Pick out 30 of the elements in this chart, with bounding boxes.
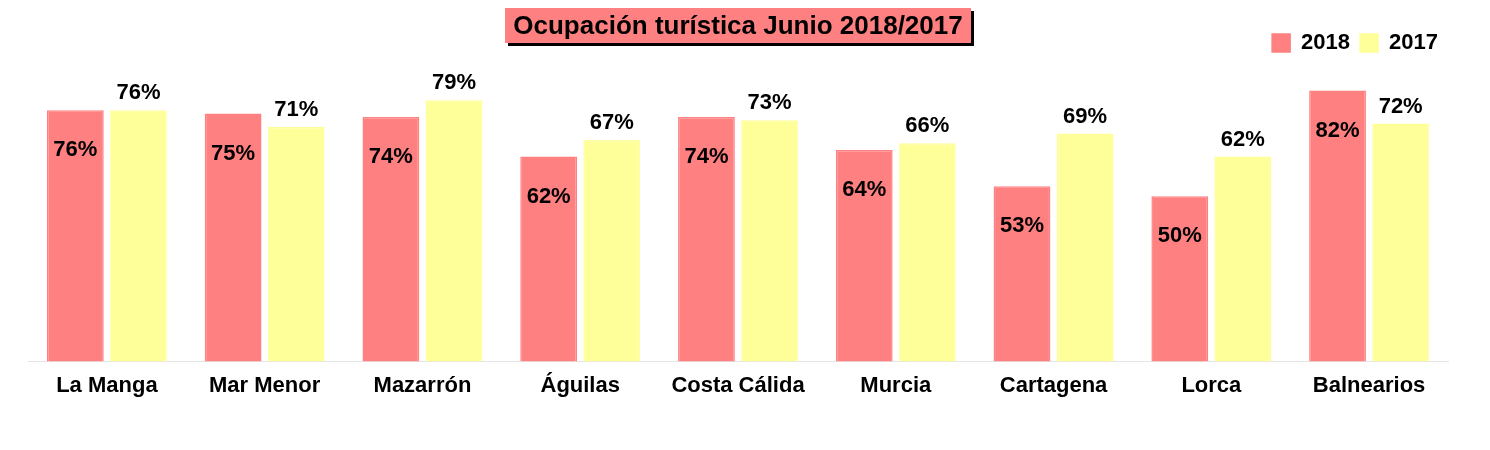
data-label: 66% xyxy=(905,112,950,138)
data-label: 82% xyxy=(1315,116,1360,142)
data-label: 72% xyxy=(1378,92,1423,118)
data-label: 62% xyxy=(1220,125,1265,151)
data-label: 74% xyxy=(368,142,413,168)
legend-label: 2018 xyxy=(1301,29,1351,55)
data-label: 62% xyxy=(526,182,571,208)
x-tick-label: Cartagena xyxy=(999,371,1109,397)
x-tick-label: Águilas xyxy=(540,371,620,397)
data-label: 71% xyxy=(274,95,319,121)
data-label: 50% xyxy=(1157,222,1202,248)
data-label: 67% xyxy=(589,109,634,135)
data-label: 74% xyxy=(684,142,729,168)
data-label: 76% xyxy=(116,79,161,105)
data-label: 75% xyxy=(211,139,256,165)
data-label: 79% xyxy=(431,69,477,95)
x-tick-label: Lorca xyxy=(1181,371,1243,397)
legend-label: 2017 xyxy=(1389,29,1439,55)
x-tick-label: Mazarrón xyxy=(373,371,472,397)
x-tick-label: La Manga xyxy=(56,371,159,397)
x-tick-label: Costa Cálida xyxy=(671,371,806,397)
x-tick-label: Balnearios xyxy=(1312,371,1426,397)
data-label: 69% xyxy=(1063,102,1108,128)
x-tick-label: Murcia xyxy=(860,371,932,397)
x-tick-label: Mar Menor xyxy=(209,371,321,397)
chart-title: Ocupación turística Junio 2018/2017 xyxy=(505,8,971,43)
data-label: 53% xyxy=(999,212,1045,238)
data-label: 76% xyxy=(53,136,98,162)
data-label: 64% xyxy=(842,176,887,202)
data-label: 73% xyxy=(747,89,792,115)
